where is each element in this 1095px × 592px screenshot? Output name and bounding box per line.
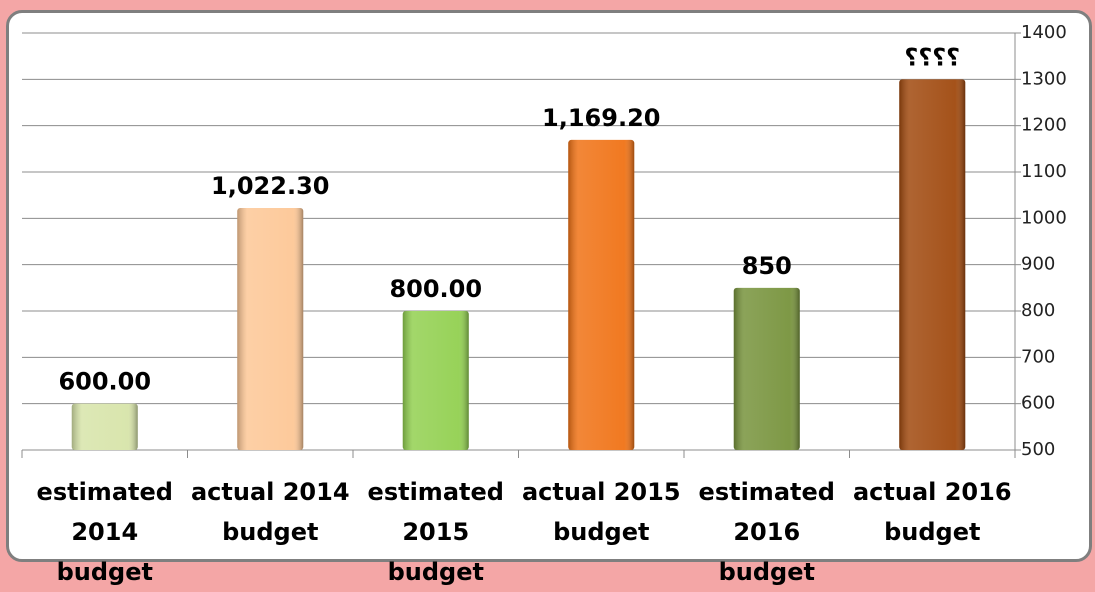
- y-tick-label: 1400: [1021, 22, 1067, 43]
- x-tick-label: estimated 2014 budget: [36, 478, 173, 586]
- value-label: 850: [742, 252, 792, 280]
- y-tick-label: 1100: [1021, 161, 1067, 182]
- x-tick-label: estimated 2016 budget: [698, 478, 835, 586]
- value-label: 1,169.20: [542, 104, 660, 132]
- bar: [237, 208, 304, 450]
- x-tick-label: actual 2015 budget: [521, 478, 681, 546]
- y-tick-label: 900: [1021, 254, 1055, 275]
- y-tick-label: 700: [1021, 346, 1055, 367]
- value-label: ؟؟؟؟: [904, 43, 960, 71]
- y-tick-label: 500: [1021, 439, 1055, 460]
- x-tick-label: actual 2014 budget: [190, 478, 350, 546]
- bar: [402, 311, 469, 450]
- y-tick-label: 800: [1021, 300, 1055, 321]
- bar: [568, 139, 635, 451]
- x-tick-label: actual 2016 budget: [852, 478, 1012, 546]
- y-tick-label: 1000: [1021, 207, 1067, 228]
- value-label: 800.00: [389, 275, 482, 303]
- value-label: 600.00: [58, 368, 151, 396]
- y-tick-label: 1300: [1021, 68, 1067, 89]
- value-label: 1,022.30: [211, 172, 329, 200]
- bar: [71, 403, 138, 450]
- y-tick-label: 1200: [1021, 115, 1067, 136]
- bar: [733, 287, 800, 450]
- y-tick-label: 600: [1021, 393, 1055, 414]
- page: {"chart_data": {"type": "bar", "categori…: [6, 10, 1092, 586]
- x-tick-label: estimated 2015 budget: [367, 478, 504, 586]
- bar: [899, 79, 966, 450]
